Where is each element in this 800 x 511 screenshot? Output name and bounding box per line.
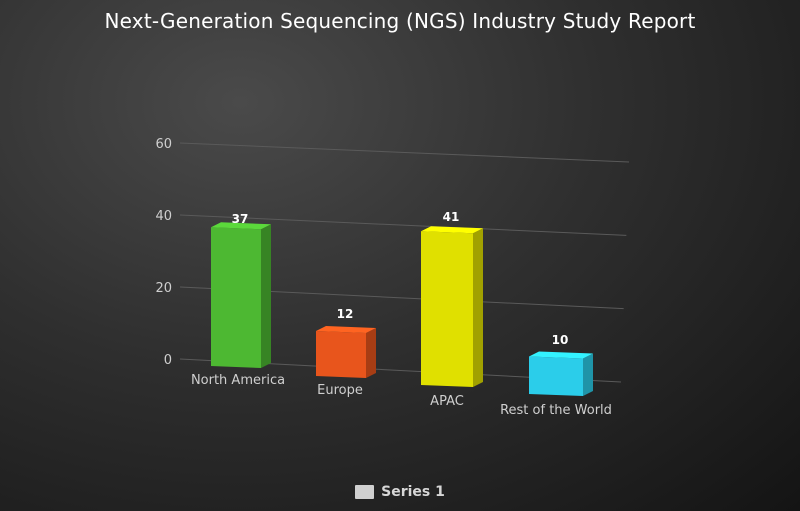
data-label: 37 (232, 212, 249, 226)
bar-top (529, 351, 593, 359)
bar[interactable] (211, 227, 261, 368)
x-tick-label: Rest of the World (500, 403, 612, 418)
gridline (179, 214, 627, 236)
y-tick-label: 60 (155, 137, 172, 152)
x-axis-ticks: North America Europe APAC Rest of the World (191, 373, 612, 418)
bar-north-america[interactable] (211, 222, 271, 368)
bar-top (211, 222, 271, 230)
bar-apac[interactable] (421, 226, 483, 387)
bar[interactable] (316, 331, 366, 378)
y-axis-ticks: 0 20 40 60 (155, 137, 172, 368)
y-tick-label: 40 (155, 209, 172, 224)
data-label: 41 (443, 210, 460, 224)
bar-side (261, 224, 271, 368)
bars (211, 222, 593, 396)
x-tick-label: APAC (430, 394, 464, 409)
bar[interactable] (529, 356, 583, 397)
x-tick-label: North America (191, 373, 285, 388)
chart-title: Next-Generation Sequencing (NGS) Industr… (104, 9, 696, 33)
bar[interactable] (421, 231, 473, 387)
bar-side (366, 328, 376, 378)
gridline (179, 142, 630, 163)
bar-rest-of-the-world[interactable] (529, 351, 593, 397)
x-tick-label: Europe (317, 383, 363, 398)
data-label: 10 (552, 333, 569, 347)
legend-label: Series 1 (381, 484, 445, 500)
y-tick-label: 0 (164, 353, 172, 368)
bar-top (316, 326, 376, 333)
bar-europe[interactable] (316, 326, 376, 378)
bar-side (583, 353, 593, 396)
y-tick-label: 20 (155, 281, 172, 296)
data-labels: 37 12 41 10 (232, 210, 569, 347)
bar-side (473, 228, 483, 387)
legend-swatch (355, 485, 375, 499)
bar-top (421, 226, 483, 234)
data-label: 12 (337, 307, 354, 321)
legend[interactable]: Series 1 (0, 484, 800, 500)
